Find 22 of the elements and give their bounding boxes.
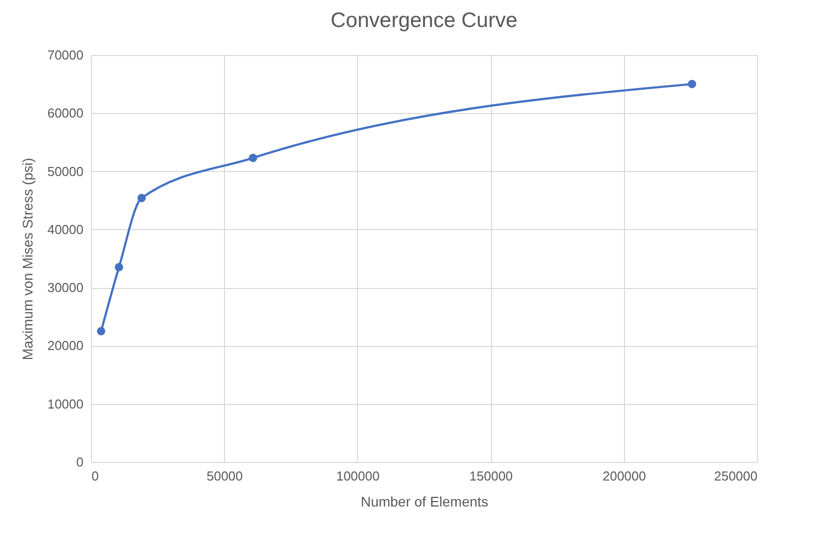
point — [114, 263, 124, 272]
y-tick-label: 50000 — [47, 164, 84, 179]
point — [96, 327, 106, 336]
y-tick-label: 70000 — [47, 48, 84, 62]
x-axis-title: Number of Elements — [360, 494, 488, 510]
x-tick-label: 250000 — [714, 468, 758, 484]
chart-title: Convergence Curve — [330, 9, 518, 32]
point — [137, 194, 146, 202]
x-tick-label: 0 — [92, 468, 99, 484]
y-tick-label: 30000 — [47, 280, 84, 296]
point — [688, 80, 696, 88]
x-tick-label: 200000 — [602, 468, 646, 484]
y-tick-label: 60000 — [47, 106, 84, 121]
y-tick-label: 0 — [76, 454, 84, 470]
x-tick-label: 50000 — [206, 468, 243, 484]
x-tick-label: 100000 — [336, 468, 380, 484]
y-axis-title: Maximum von Mises Stress (psi) — [19, 158, 36, 360]
x-tick-label: 150000 — [469, 468, 513, 484]
y-tick-label: 10000 — [47, 396, 84, 412]
y-tick-label: 20000 — [47, 338, 84, 354]
y-tick-label: 40000 — [47, 222, 84, 237]
point — [248, 154, 258, 162]
